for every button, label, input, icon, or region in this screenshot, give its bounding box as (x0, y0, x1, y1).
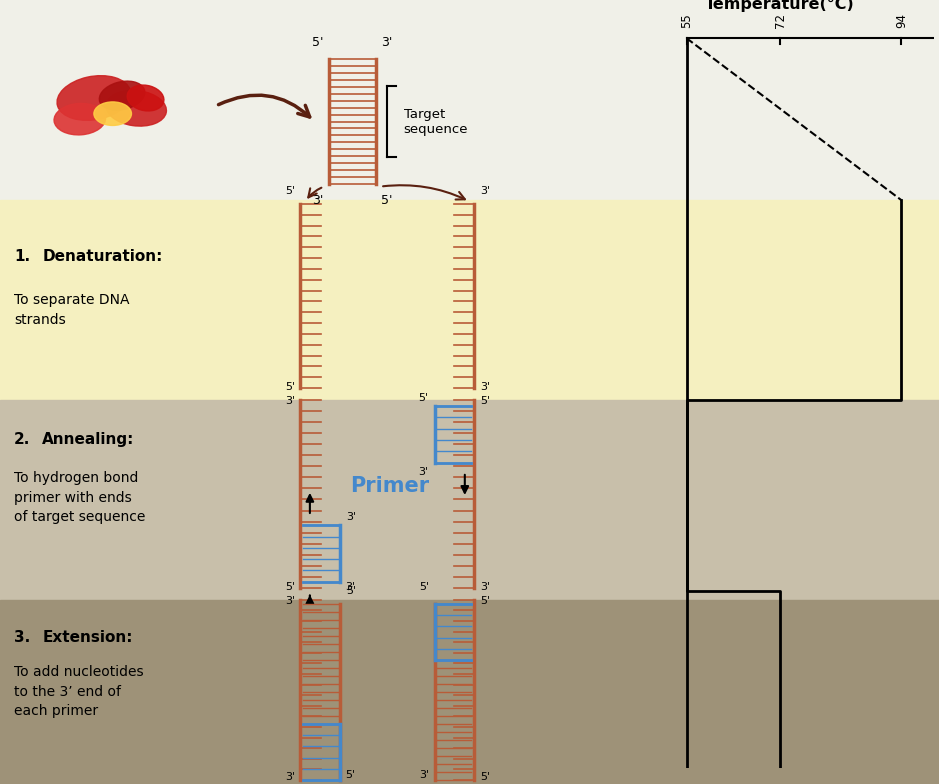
Text: 5': 5' (480, 771, 490, 782)
Text: Target
sequence: Target sequence (404, 107, 469, 136)
Text: 3': 3' (285, 396, 295, 406)
Bar (0, 0, 939, 200)
Text: 3': 3' (419, 770, 429, 780)
Text: Extension:: Extension: (42, 630, 132, 644)
Ellipse shape (57, 75, 131, 121)
Text: 3': 3' (312, 194, 323, 207)
Text: Annealing:: Annealing: (42, 431, 134, 447)
Ellipse shape (100, 81, 145, 111)
Text: 94: 94 (895, 13, 908, 28)
Text: To hydrogen bond
primer with ends
of target sequence: To hydrogen bond primer with ends of tar… (14, 471, 146, 524)
Ellipse shape (127, 85, 164, 111)
Text: 3': 3' (346, 512, 357, 522)
Text: Denaturation:: Denaturation: (42, 249, 162, 264)
Text: 5': 5' (285, 582, 295, 592)
Text: 5': 5' (285, 186, 295, 196)
Text: Temperature(°C): Temperature(°C) (705, 0, 855, 12)
Text: 5': 5' (480, 596, 490, 606)
Text: 55: 55 (680, 14, 693, 28)
Text: 3': 3' (285, 596, 295, 606)
Text: 5': 5' (480, 396, 490, 406)
Text: 5': 5' (418, 393, 428, 403)
Bar (0, 200, 939, 400)
Ellipse shape (54, 103, 105, 135)
Text: 5': 5' (346, 586, 357, 597)
Bar (0, 400, 939, 600)
Text: 3': 3' (381, 36, 393, 49)
Text: 5': 5' (312, 36, 323, 49)
Text: 3': 3' (480, 382, 490, 392)
Text: 3': 3' (346, 582, 356, 592)
Text: 3.: 3. (14, 630, 30, 644)
Text: Primer: Primer (350, 476, 429, 496)
Text: To add nucleotides
to the 3’ end of
each primer: To add nucleotides to the 3’ end of each… (14, 666, 144, 718)
Text: 5': 5' (419, 582, 429, 592)
Text: 3': 3' (285, 771, 295, 782)
Text: 1.: 1. (14, 249, 30, 264)
Text: 2.: 2. (14, 431, 30, 447)
Bar (0, 600, 939, 784)
Text: 72: 72 (774, 13, 787, 28)
Ellipse shape (106, 90, 166, 126)
Text: 3': 3' (480, 582, 490, 592)
Text: 3': 3' (418, 467, 428, 477)
Text: 5': 5' (346, 770, 356, 780)
Ellipse shape (94, 102, 131, 125)
Text: 3': 3' (480, 186, 490, 196)
Text: 5': 5' (381, 194, 393, 207)
Text: 5': 5' (285, 382, 295, 392)
Text: To separate DNA
strands: To separate DNA strands (14, 293, 130, 327)
